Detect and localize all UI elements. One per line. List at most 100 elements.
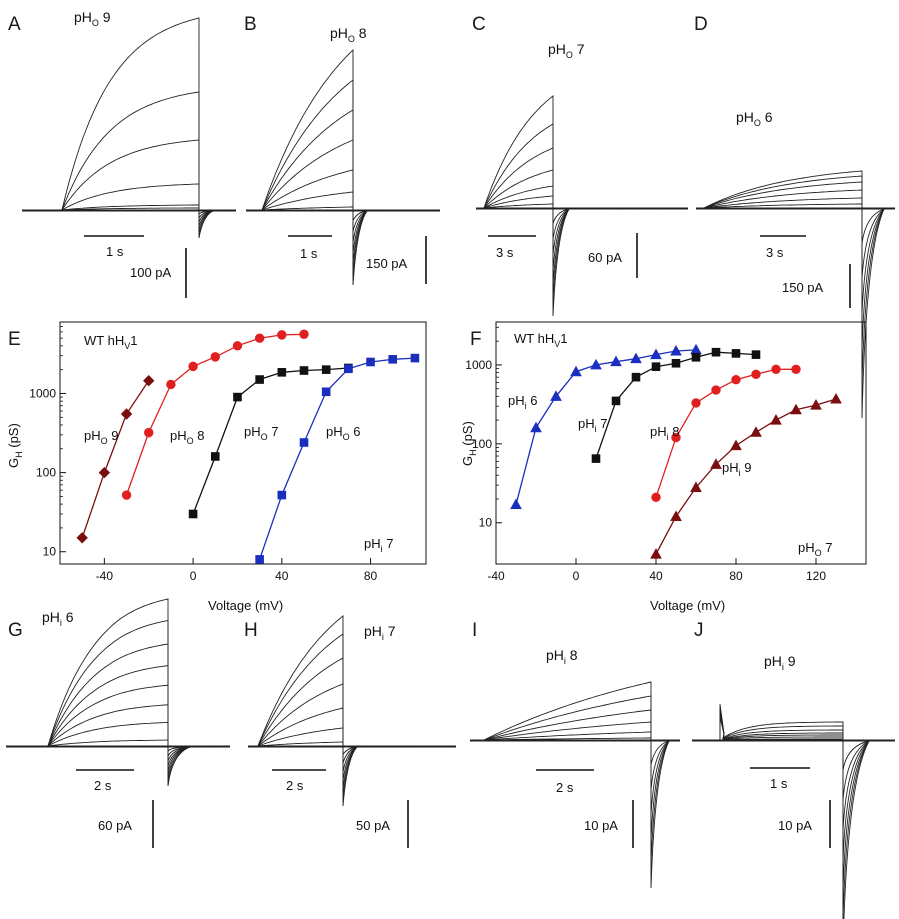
series-label-F-pHi8: pHi 8 xyxy=(650,424,679,442)
data-point xyxy=(751,350,761,359)
series-label-E-pHo8: pHO 8 xyxy=(170,428,204,446)
series-label-F-pHi7: pHi 7 xyxy=(578,416,607,434)
current-trace xyxy=(22,209,237,215)
current-traces-C xyxy=(476,95,689,317)
panel-letter-J: J xyxy=(694,620,704,641)
series-line xyxy=(81,380,150,539)
data-point xyxy=(166,379,176,390)
x-tick-label: 120 xyxy=(806,569,826,583)
amp-scale-label-A: 100 pA xyxy=(130,265,172,280)
data-point xyxy=(810,399,822,410)
panel-letter-G: G xyxy=(8,620,23,641)
trace-panel-H: 2 s 50 pA pHi 7 xyxy=(248,615,457,848)
current-trace xyxy=(246,79,441,275)
data-point xyxy=(188,361,198,372)
data-point xyxy=(671,358,681,368)
current-trace xyxy=(6,722,231,757)
series-label-F-pHi9: pHi 9 xyxy=(722,460,751,478)
data-point xyxy=(321,387,331,397)
data-point xyxy=(321,365,331,374)
data-point xyxy=(790,403,802,415)
data-point xyxy=(611,396,621,406)
current-trace xyxy=(248,741,457,757)
amp-scale-label-H: 50 pA xyxy=(356,818,390,833)
data-point xyxy=(530,421,542,433)
time-scale-label-G: 2 s xyxy=(94,778,112,793)
current-trace xyxy=(696,197,896,279)
time-scale-label-J: 1 s xyxy=(770,776,788,791)
amp-scale-label-I: 10 pA xyxy=(584,818,618,833)
data-point xyxy=(233,392,242,402)
current-traces-I xyxy=(470,681,681,889)
data-point xyxy=(76,532,88,544)
panel-letter-B: B xyxy=(244,14,257,35)
current-traces-J xyxy=(692,704,896,919)
series-line xyxy=(655,398,837,555)
series-label-E-pHo6: pHO 6 xyxy=(326,424,360,442)
data-point xyxy=(210,452,220,461)
series-markers-F xyxy=(510,343,842,559)
data-point xyxy=(210,352,220,362)
data-point xyxy=(731,374,741,385)
time-scale-label-I: 2 s xyxy=(556,780,574,795)
amp-scale-label-J: 10 pA xyxy=(778,818,812,833)
series-label-E-pHo7: pHO 7 xyxy=(244,424,278,442)
data-point xyxy=(691,352,701,362)
series-label-E-pHo9: pHO 9 xyxy=(84,428,118,446)
data-point xyxy=(830,392,842,404)
axis-ticks-F: -40 0 40 80 120 10 100 1000 xyxy=(465,326,826,583)
current-trace xyxy=(470,737,681,765)
series-line xyxy=(515,349,697,505)
time-scale-label-H: 2 s xyxy=(286,778,304,793)
current-trace xyxy=(470,731,681,790)
current-trace xyxy=(692,712,896,831)
y-axis-label-E: GH (pS) xyxy=(6,423,24,468)
data-point xyxy=(670,345,682,356)
current-traces-B xyxy=(246,48,441,286)
construct-label-E: WT hHV1 xyxy=(84,333,137,351)
data-point xyxy=(121,490,132,500)
current-trace xyxy=(6,620,231,782)
series-label-F-pHi6: pHi 6 xyxy=(508,393,537,411)
current-trace xyxy=(22,91,237,235)
data-point xyxy=(711,385,721,395)
data-point xyxy=(690,481,702,492)
current-trace xyxy=(248,615,457,807)
panel-letter-F: F xyxy=(470,329,482,350)
ph-label-J: pHi 9 xyxy=(764,653,796,672)
data-point xyxy=(671,432,681,443)
ph-label-A: pHO 9 xyxy=(74,9,111,28)
x-tick-label: -40 xyxy=(96,569,114,583)
current-trace xyxy=(22,207,237,220)
current-trace xyxy=(692,714,896,801)
current-traces-H xyxy=(248,615,457,807)
panel-letter-A: A xyxy=(8,14,21,35)
series-lines-E xyxy=(81,333,415,560)
condition-label-E: pHi 7 xyxy=(364,536,393,554)
x-tick-label: 0 xyxy=(573,569,580,583)
current-trace xyxy=(470,709,681,839)
condition-label-F: pHO 7 xyxy=(798,540,832,558)
data-point xyxy=(610,355,622,367)
current-trace xyxy=(22,17,237,239)
series-line xyxy=(595,351,757,459)
y-tick-label: 1000 xyxy=(465,358,492,372)
data-point xyxy=(690,343,702,355)
trace-panel-J: 1 s 10 pA pHi 9 xyxy=(692,653,896,919)
data-point xyxy=(770,414,782,425)
data-point xyxy=(277,368,287,377)
current-trace xyxy=(246,139,441,253)
trace-panel-D: 3 s 150 pA pHO 6 xyxy=(696,109,896,419)
trace-panel-C: 3 s 60 pA pHO 7 xyxy=(476,41,689,317)
ph-label-D: pHO 6 xyxy=(736,109,773,128)
data-point xyxy=(591,454,601,463)
data-point xyxy=(670,510,682,521)
data-point xyxy=(650,348,662,360)
conductance-chart-F: -40 0 40 80 120 10 100 1000 WT hHV1 pHO 7 Volta… xyxy=(460,321,867,613)
series-markers-E xyxy=(76,329,420,564)
construct-label-F: WT hHV1 xyxy=(514,331,567,349)
current-trace xyxy=(470,695,681,864)
current-trace xyxy=(692,717,896,771)
data-point xyxy=(691,398,701,408)
x-tick-label: -40 xyxy=(487,569,505,583)
